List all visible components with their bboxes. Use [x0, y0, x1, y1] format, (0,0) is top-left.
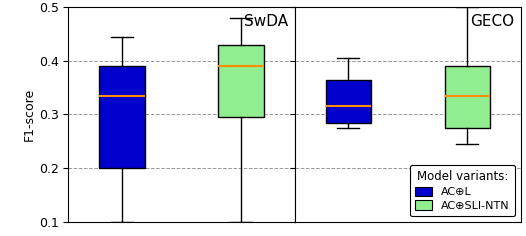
PathPatch shape [326, 80, 371, 122]
PathPatch shape [444, 66, 490, 128]
Text: GECO: GECO [470, 13, 514, 29]
PathPatch shape [99, 66, 145, 168]
Y-axis label: F1-score: F1-score [23, 88, 36, 141]
Legend: AC⊕L, AC⊕SLI-NTN: AC⊕L, AC⊕SLI-NTN [410, 165, 515, 216]
Text: SwDA: SwDA [244, 13, 288, 29]
PathPatch shape [218, 45, 264, 117]
